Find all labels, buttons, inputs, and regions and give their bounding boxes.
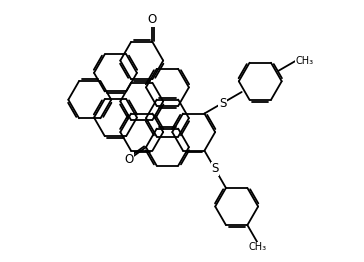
- Text: CH₃: CH₃: [248, 242, 266, 252]
- Text: S: S: [219, 97, 226, 110]
- Text: O: O: [124, 153, 134, 166]
- Text: CH₃: CH₃: [296, 56, 314, 66]
- Text: O: O: [148, 13, 157, 26]
- Text: S: S: [211, 162, 218, 175]
